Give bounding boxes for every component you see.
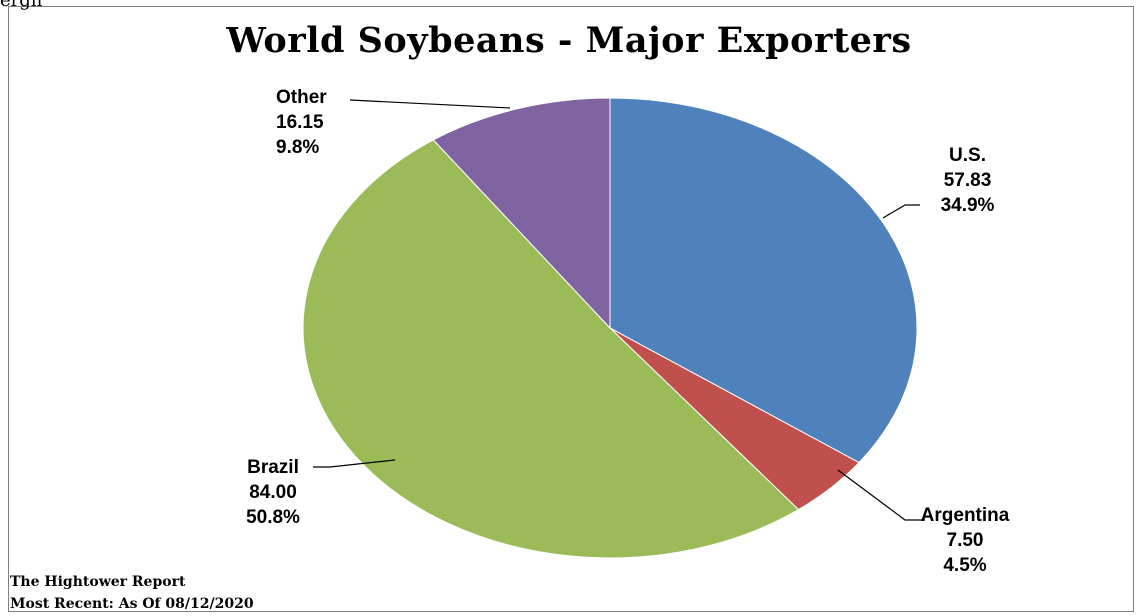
chart-title: World Soybeans - Major Exporters	[226, 20, 912, 61]
slice-value-us: 57.83	[943, 170, 992, 191]
leader-line-brazil	[313, 459, 396, 468]
leader-line-us	[882, 204, 920, 219]
pie-slice-other	[432, 97, 611, 330]
slice-percent-other: 9.8%	[276, 137, 320, 158]
footer-date-note: Most Recent: As Of 08/12/2020	[10, 596, 254, 612]
slice-percent-us: 34.9%	[940, 195, 995, 216]
slice-percent-argentina: 4.5%	[943, 555, 987, 576]
slice-value-brazil: 84.00	[249, 482, 297, 503]
slice-name-argentina: Argentina	[920, 505, 1010, 526]
pie-slice-brazil	[302, 139, 800, 559]
footer-source: The Hightower Report	[10, 574, 186, 590]
chart-footer: The Hightower Report Most Recent: As Of …	[10, 571, 254, 615]
slice-name-brazil: Brazil	[247, 457, 299, 478]
leader-line-argentina	[837, 469, 925, 521]
leader-line-other	[349, 99, 511, 109]
clipped-heading: ergh	[0, 0, 43, 11]
slice-label-us: U.S. 57.83 34.9%	[920, 143, 1015, 218]
slice-label-other: Other 16.15 9.8%	[276, 85, 327, 160]
slice-value-other: 16.15	[276, 112, 324, 133]
pie-slice-us	[609, 97, 918, 464]
slice-label-brazil: Brazil 84.00 50.8%	[228, 455, 318, 530]
slice-label-argentina: Argentina 7.50 4.5%	[910, 503, 1020, 578]
slice-name-other: Other	[276, 87, 327, 108]
chart-frame	[8, 6, 1134, 612]
slice-value-argentina: 7.50	[946, 530, 984, 551]
slice-name-us: U.S.	[949, 145, 986, 166]
slice-percent-brazil: 50.8%	[246, 507, 300, 528]
